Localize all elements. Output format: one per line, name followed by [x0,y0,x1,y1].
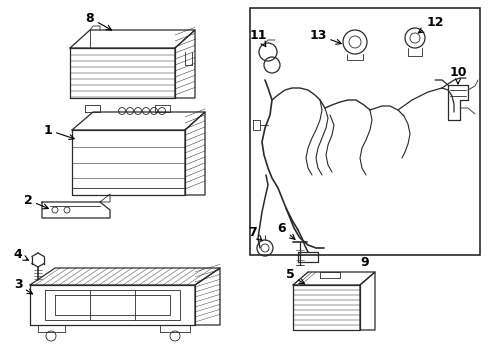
Text: 7: 7 [247,225,262,240]
Text: 9: 9 [361,256,369,269]
Text: 8: 8 [86,12,112,30]
Text: 2: 2 [24,194,49,209]
Text: 13: 13 [309,28,341,44]
Text: 10: 10 [449,66,467,84]
Text: 11: 11 [249,28,267,47]
Bar [250,8,480,255]
Text: 3: 3 [14,279,32,294]
Text: 1: 1 [44,123,74,140]
Text: 4: 4 [14,248,28,261]
Text: 12: 12 [418,15,444,33]
Text: 6: 6 [278,221,295,239]
Text: 5: 5 [286,269,305,284]
